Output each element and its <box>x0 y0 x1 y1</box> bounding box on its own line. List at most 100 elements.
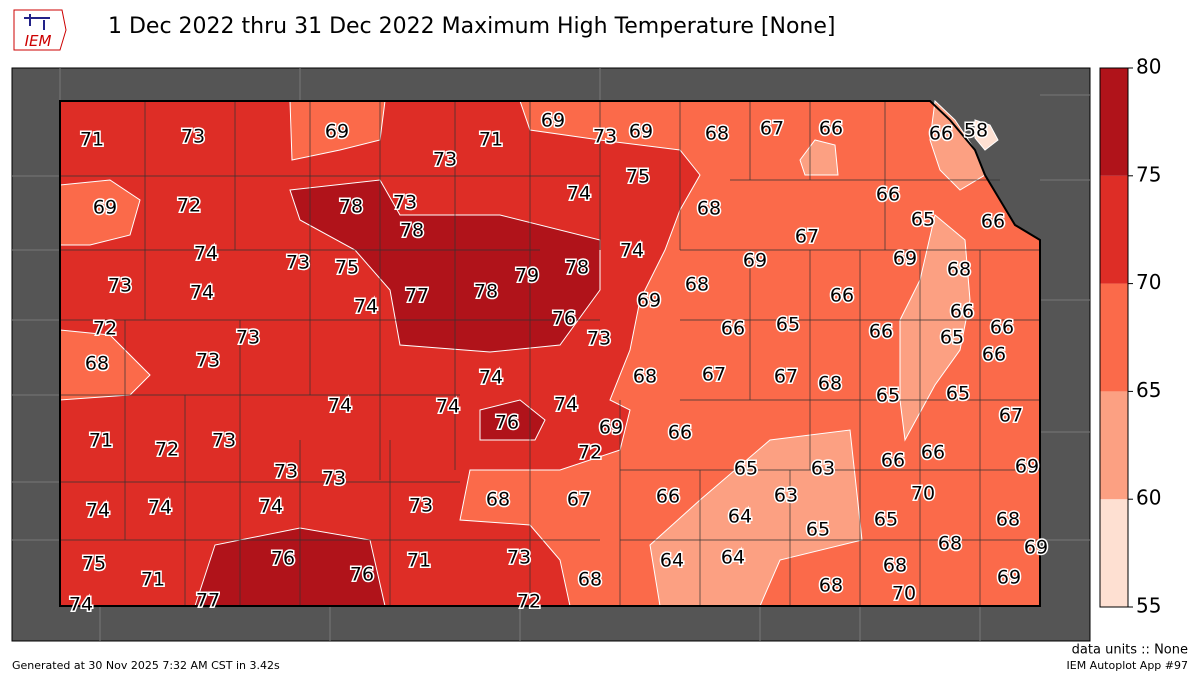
county-lines <box>60 101 1040 610</box>
station-value: 73 <box>196 350 220 372</box>
station-value: 71 <box>89 430 113 452</box>
colorbar-tick-label: 55 <box>1136 594 1161 618</box>
station-value: 68 <box>938 533 962 555</box>
station-value: 69 <box>637 290 661 312</box>
station-value: 69 <box>893 248 917 270</box>
station-value: 68 <box>578 569 602 591</box>
colorbar-tick-label: 75 <box>1136 162 1161 186</box>
station-value: 76 <box>495 412 519 434</box>
station-value: 75 <box>626 166 650 188</box>
station-value: 74 <box>436 396 460 418</box>
station-value: 70 <box>911 483 935 505</box>
station-value: 74 <box>148 497 172 519</box>
station-value: 68 <box>633 366 657 388</box>
station-value: 68 <box>697 198 721 220</box>
station-value: 75 <box>335 257 359 279</box>
station-value: 72 <box>578 442 602 464</box>
station-value: 65 <box>911 209 935 231</box>
station-value: 67 <box>567 489 591 511</box>
station-value: 78 <box>400 220 424 242</box>
station-value: 68 <box>85 353 109 375</box>
units-note: data units :: None <box>1072 643 1188 658</box>
station-value: 68 <box>996 509 1020 531</box>
station-value: 71 <box>407 550 431 572</box>
station-value: 67 <box>760 118 784 140</box>
station-value: 74 <box>259 496 283 518</box>
colorbar-bin <box>1100 283 1128 392</box>
colorbar-bin <box>1100 175 1128 284</box>
station-value: 65 <box>776 314 800 336</box>
contour-region <box>899 214 971 442</box>
station-value: 68 <box>486 489 510 511</box>
colorbar-bin <box>1100 391 1128 500</box>
station-value: 67 <box>795 226 819 248</box>
station-value: 66 <box>869 321 893 343</box>
station-value: 73 <box>507 547 531 569</box>
colorbar-tick-label: 70 <box>1136 270 1161 294</box>
colorbar-tick-label: 65 <box>1136 378 1161 402</box>
station-value: 77 <box>405 285 429 307</box>
station-value: 69 <box>1015 456 1039 478</box>
station-value: 73 <box>409 495 433 517</box>
station-value: 69 <box>1024 537 1048 559</box>
station-value: 63 <box>774 485 798 507</box>
station-value: 74 <box>354 296 378 318</box>
station-value: 71 <box>80 129 104 151</box>
station-value: 68 <box>819 575 843 597</box>
station-value: 74 <box>567 183 591 205</box>
station-value: 66 <box>881 450 905 472</box>
station-value: 68 <box>705 123 729 145</box>
station-value: 69 <box>325 121 349 143</box>
contour-region <box>974 119 999 151</box>
generated-note: Generated at 30 Nov 2025 7:32 AM CST in … <box>12 659 280 672</box>
station-value: 73 <box>322 468 346 490</box>
colorbar-bin <box>1100 499 1128 607</box>
station-value: 77 <box>196 590 220 612</box>
station-value: 66 <box>929 123 953 145</box>
station-value: 69 <box>541 110 565 132</box>
station-value: 76 <box>552 308 576 330</box>
station-value: 66 <box>721 318 745 340</box>
station-value: 73 <box>286 252 310 274</box>
station-value: 74 <box>479 367 503 389</box>
colorbar-tick-label: 60 <box>1136 486 1161 510</box>
colorbar-frame <box>1099 67 1129 608</box>
station-value: 74 <box>69 594 93 616</box>
station-value: 66 <box>981 211 1005 233</box>
station-value: 65 <box>940 327 964 349</box>
station-value: 67 <box>774 366 798 388</box>
station-value: 78 <box>339 196 363 218</box>
station-value: 73 <box>274 461 298 483</box>
station-value: 64 <box>721 547 745 569</box>
station-value: 73 <box>108 275 132 297</box>
station-value: 69 <box>743 250 767 272</box>
station-value: 73 <box>181 126 205 148</box>
station-value: 66 <box>830 285 854 307</box>
station-value: 64 <box>728 506 752 528</box>
station-value: 68 <box>883 555 907 577</box>
neighbor-lines <box>12 68 1090 641</box>
station-value: 74 <box>328 395 352 417</box>
station-value: 72 <box>93 318 117 340</box>
station-value: 79 <box>515 265 539 287</box>
station-value: 66 <box>950 301 974 323</box>
station-value: 66 <box>656 486 680 508</box>
station-value: 73 <box>433 149 457 171</box>
colorbar: 55 60 65 70 75 80 <box>1099 55 1161 618</box>
station-value: 65 <box>806 519 830 541</box>
station-value: 66 <box>982 344 1006 366</box>
station-value: 58 <box>964 120 988 142</box>
station-value: 65 <box>946 383 970 405</box>
station-value: 76 <box>350 564 374 586</box>
station-value: 67 <box>999 405 1023 427</box>
logo-text: IEM <box>25 32 52 50</box>
station-value: 71 <box>479 129 503 151</box>
station-value: 70 <box>892 583 916 605</box>
station-value: 65 <box>876 385 900 407</box>
contour-region <box>479 399 546 441</box>
station-value: 72 <box>177 195 201 217</box>
colorbar-bin <box>1100 68 1128 176</box>
station-value: 74 <box>86 500 110 522</box>
